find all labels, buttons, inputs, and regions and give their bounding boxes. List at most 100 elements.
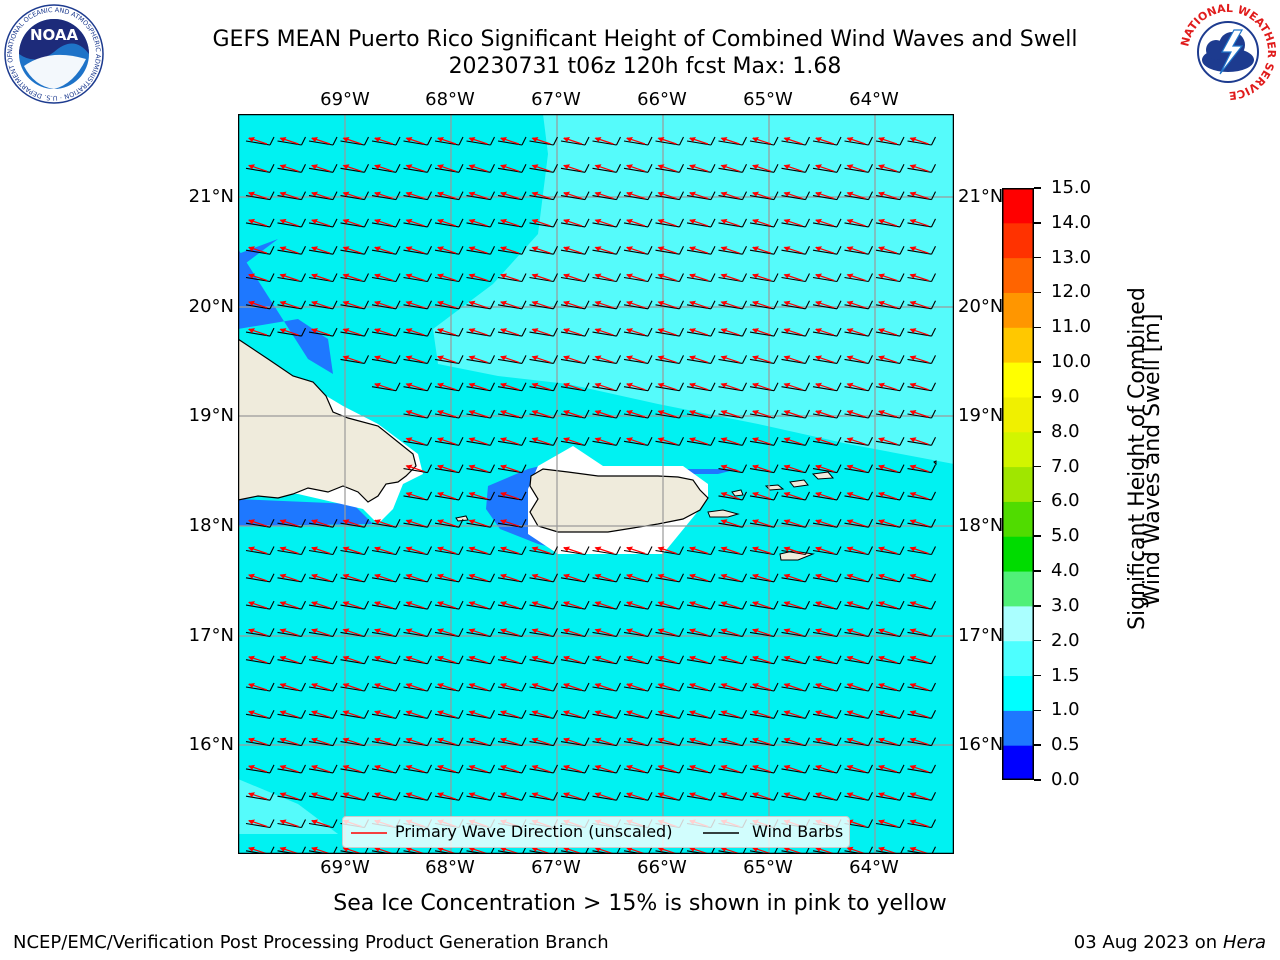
wind-barb-flag	[647, 764, 653, 774]
wind-barb	[403, 386, 428, 392]
wave-direction-arrowhead	[468, 628, 476, 634]
vector-station	[686, 710, 716, 719]
vector-station	[245, 191, 275, 201]
wind-barb-flag	[868, 382, 873, 391]
vector-station	[371, 628, 401, 637]
wind-barb	[812, 195, 838, 201]
vector-station	[655, 136, 684, 146]
wind-barb	[497, 331, 523, 337]
vector-station	[749, 355, 779, 364]
wind-barb	[907, 358, 932, 364]
wind-barb	[655, 577, 680, 583]
wind-barb-flag	[679, 573, 684, 583]
wave-direction-arrowhead	[657, 601, 665, 607]
wind-barb	[277, 822, 302, 829]
wind-barb-flag	[805, 300, 810, 310]
wind-barb	[403, 276, 428, 283]
wind-barb-flag	[427, 300, 432, 310]
wind-barb	[529, 167, 554, 173]
wave-direction-arrowhead	[909, 737, 917, 743]
wave-direction-arrowhead	[594, 328, 602, 334]
wind-barb-flag	[616, 245, 621, 255]
wind-barb	[781, 386, 806, 392]
vector-station	[560, 355, 590, 364]
vector-station	[466, 437, 495, 446]
wave-direction-arrowhead	[783, 273, 791, 279]
wind-barb	[875, 741, 901, 747]
wave-direction-arrowhead	[437, 764, 444, 770]
vector-station	[844, 791, 873, 801]
vector-station	[749, 136, 779, 146]
wind-barb	[560, 358, 586, 364]
wave-direction-arrowhead	[405, 546, 413, 552]
vector-station	[749, 655, 779, 665]
wave-direction-arrowhead	[311, 573, 318, 579]
wind-barb	[623, 549, 649, 556]
vector-station	[529, 628, 558, 637]
wave-direction-arrowhead	[374, 683, 381, 688]
wave-direction-arrowhead	[657, 546, 665, 552]
wind-barb-flag	[805, 491, 810, 501]
wind-barb	[623, 577, 649, 583]
wave-direction-arrowhead	[783, 710, 791, 716]
vector-station	[529, 764, 558, 774]
wave-direction-arrowhead	[752, 464, 759, 470]
wind-barb	[434, 577, 460, 583]
vector-station	[718, 300, 747, 310]
vector-station	[655, 573, 684, 583]
vector-station	[655, 300, 684, 310]
vector-station	[655, 682, 684, 692]
wind-barb-flag	[427, 546, 432, 555]
vector-station	[623, 437, 653, 446]
vector-station	[655, 273, 684, 283]
wind-barb	[844, 140, 869, 146]
wind-barb	[371, 604, 397, 610]
wind-barb-flag	[490, 791, 495, 801]
wind-barb-flag	[427, 273, 432, 282]
wind-barb-flag	[364, 682, 369, 692]
wave-direction-arrowhead	[720, 382, 728, 388]
wind-barb-flag	[836, 218, 842, 228]
wind-barb-flag	[301, 710, 306, 719]
wind-barb-flag	[458, 764, 464, 774]
wind-barb-flag	[773, 300, 779, 310]
wave-direction-arrowhead	[563, 410, 570, 415]
wave-direction-arrowhead	[626, 764, 633, 770]
wind-barb	[812, 413, 838, 419]
wave-direction-arrowhead	[311, 764, 318, 770]
wave-direction-arrowhead	[531, 683, 539, 688]
wave-direction-arrowhead	[752, 792, 759, 798]
wave-direction-arrowhead	[878, 137, 885, 142]
wind-barb-flag	[584, 245, 590, 255]
wind-barb	[371, 304, 397, 310]
wind-barb-flag	[773, 218, 779, 228]
wave-direction-arrowhead	[279, 246, 287, 252]
vector-station	[907, 245, 936, 255]
wind-barb-flag	[490, 628, 495, 637]
wave-direction-arrowhead	[342, 137, 350, 142]
vector-field	[245, 136, 936, 856]
wave-direction-arrowhead	[783, 628, 791, 634]
wind-barb-flag	[395, 518, 401, 528]
wave-direction-arrowhead	[752, 573, 759, 579]
vector-station	[592, 136, 621, 146]
wave-direction-arrowhead	[500, 573, 507, 579]
wind-barb	[592, 249, 617, 255]
wind-barb-flag	[395, 682, 401, 692]
wind-barb	[749, 495, 775, 501]
vector-station	[718, 327, 747, 337]
wind-barb-flag	[521, 518, 527, 528]
wave-direction-arrowhead	[405, 300, 413, 306]
wave-direction-arrowhead	[500, 601, 507, 607]
wind-barb-flag	[521, 628, 527, 637]
wind-barb-flag	[836, 409, 842, 419]
vector-station	[340, 355, 369, 364]
vector-station	[781, 491, 810, 501]
sheltered-zone-north-hispaniola	[238, 244, 333, 374]
wave-direction-arrowhead	[248, 300, 255, 306]
wave-direction-arrowhead	[752, 164, 759, 170]
wave-direction-arrowhead	[342, 191, 350, 197]
wave-direction-arrowhead	[405, 628, 413, 634]
wind-barb-flag	[584, 682, 590, 692]
wind-barb-flag	[742, 273, 747, 282]
